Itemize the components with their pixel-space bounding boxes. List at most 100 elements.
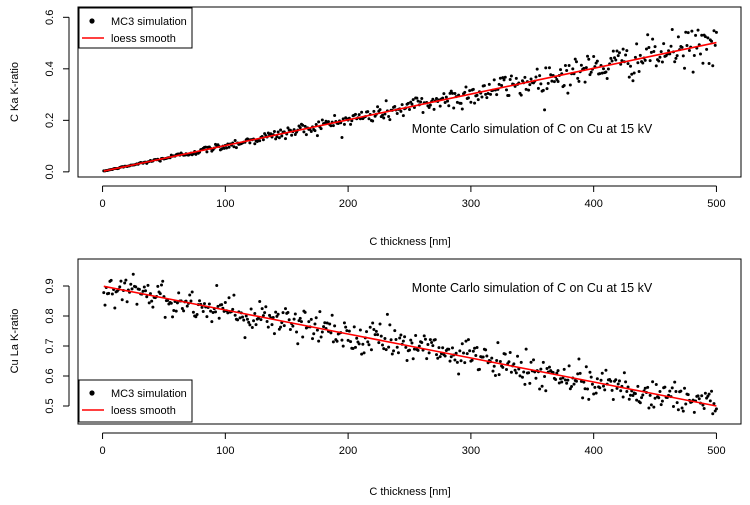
data-point: [123, 281, 127, 285]
data-point: [373, 333, 377, 337]
data-point: [223, 300, 227, 304]
data-point: [331, 340, 335, 344]
data-point: [615, 49, 619, 53]
data-point: [674, 56, 678, 60]
data-point: [700, 33, 704, 37]
data-point: [567, 63, 571, 67]
data-point: [307, 320, 311, 324]
x-tick-label: 100: [216, 445, 234, 457]
data-point: [449, 355, 453, 359]
data-point: [320, 118, 324, 122]
data-point: [379, 334, 383, 338]
data-point: [611, 49, 615, 53]
data-point: [328, 322, 332, 326]
data-point: [503, 352, 507, 356]
data-point: [450, 346, 454, 350]
data-point: [622, 371, 626, 375]
data-point: [646, 33, 650, 37]
data-point: [317, 339, 321, 343]
data-point: [411, 98, 415, 102]
data-point: [443, 354, 447, 358]
data-point: [541, 88, 545, 92]
data-point: [382, 347, 386, 351]
data-point: [377, 341, 381, 345]
data-point: [694, 33, 698, 37]
data-point: [204, 145, 208, 149]
data-point: [460, 342, 464, 346]
data-point: [405, 359, 409, 363]
data-point: [455, 100, 459, 104]
plot-frame: [77, 6, 742, 178]
data-point: [586, 54, 590, 58]
data-point: [215, 283, 219, 287]
x-tick-label: 400: [584, 198, 602, 210]
data-point: [417, 344, 421, 348]
data-point: [497, 373, 501, 377]
data-point: [466, 96, 470, 100]
data-point: [158, 159, 162, 163]
data-point: [593, 385, 597, 389]
data-point: [400, 103, 404, 107]
data-point: [616, 382, 620, 386]
data-point: [349, 340, 353, 344]
data-point: [617, 51, 621, 55]
data-point: [604, 70, 608, 74]
data-point: [630, 72, 634, 76]
data-point: [588, 370, 592, 374]
data-point: [361, 342, 365, 346]
data-point: [545, 367, 549, 371]
data-point: [711, 64, 715, 68]
x-axis-title: C thickness [nm]: [369, 486, 450, 498]
data-point: [579, 63, 583, 67]
data-point: [358, 328, 362, 332]
data-point: [637, 69, 641, 73]
data-point: [387, 115, 391, 119]
data-point: [345, 329, 349, 333]
data-point: [554, 378, 558, 382]
data-point: [713, 43, 717, 47]
data-point: [292, 317, 296, 321]
data-point: [142, 285, 146, 289]
data-point: [394, 337, 398, 341]
data-point: [378, 322, 382, 326]
data-point: [595, 377, 599, 381]
data-point: [411, 357, 415, 361]
data-point: [544, 389, 548, 393]
data-point: [198, 299, 202, 303]
data-point: [232, 293, 236, 297]
data-point: [675, 54, 679, 58]
data-point: [485, 354, 489, 358]
data-point: [452, 106, 456, 110]
data-point: [552, 80, 556, 84]
data-point: [227, 145, 231, 149]
data-point: [527, 88, 531, 92]
data-point: [282, 324, 286, 328]
data-point: [685, 44, 689, 48]
data-point: [317, 120, 321, 124]
data-point: [565, 381, 569, 385]
data-point: [679, 389, 683, 393]
data-point: [614, 58, 618, 62]
data-point: [504, 368, 508, 372]
data-point: [587, 57, 591, 61]
x-tick-label: 200: [339, 445, 357, 457]
data-point: [572, 382, 576, 386]
data-point: [501, 76, 505, 80]
data-point: [408, 348, 411, 352]
data-point: [619, 389, 623, 393]
data-point: [189, 299, 193, 303]
data-point: [577, 79, 581, 83]
data-point: [708, 399, 712, 403]
data-point: [512, 362, 516, 366]
data-point: [484, 92, 488, 96]
data-point: [420, 97, 424, 101]
data-point: [398, 336, 402, 340]
data-point: [260, 307, 264, 311]
data-point: [599, 378, 603, 382]
data-point: [616, 54, 620, 58]
legend-box: [78, 379, 193, 423]
data-point: [492, 364, 496, 368]
data-point: [396, 351, 400, 355]
data-point: [604, 368, 608, 372]
data-point: [408, 107, 411, 111]
